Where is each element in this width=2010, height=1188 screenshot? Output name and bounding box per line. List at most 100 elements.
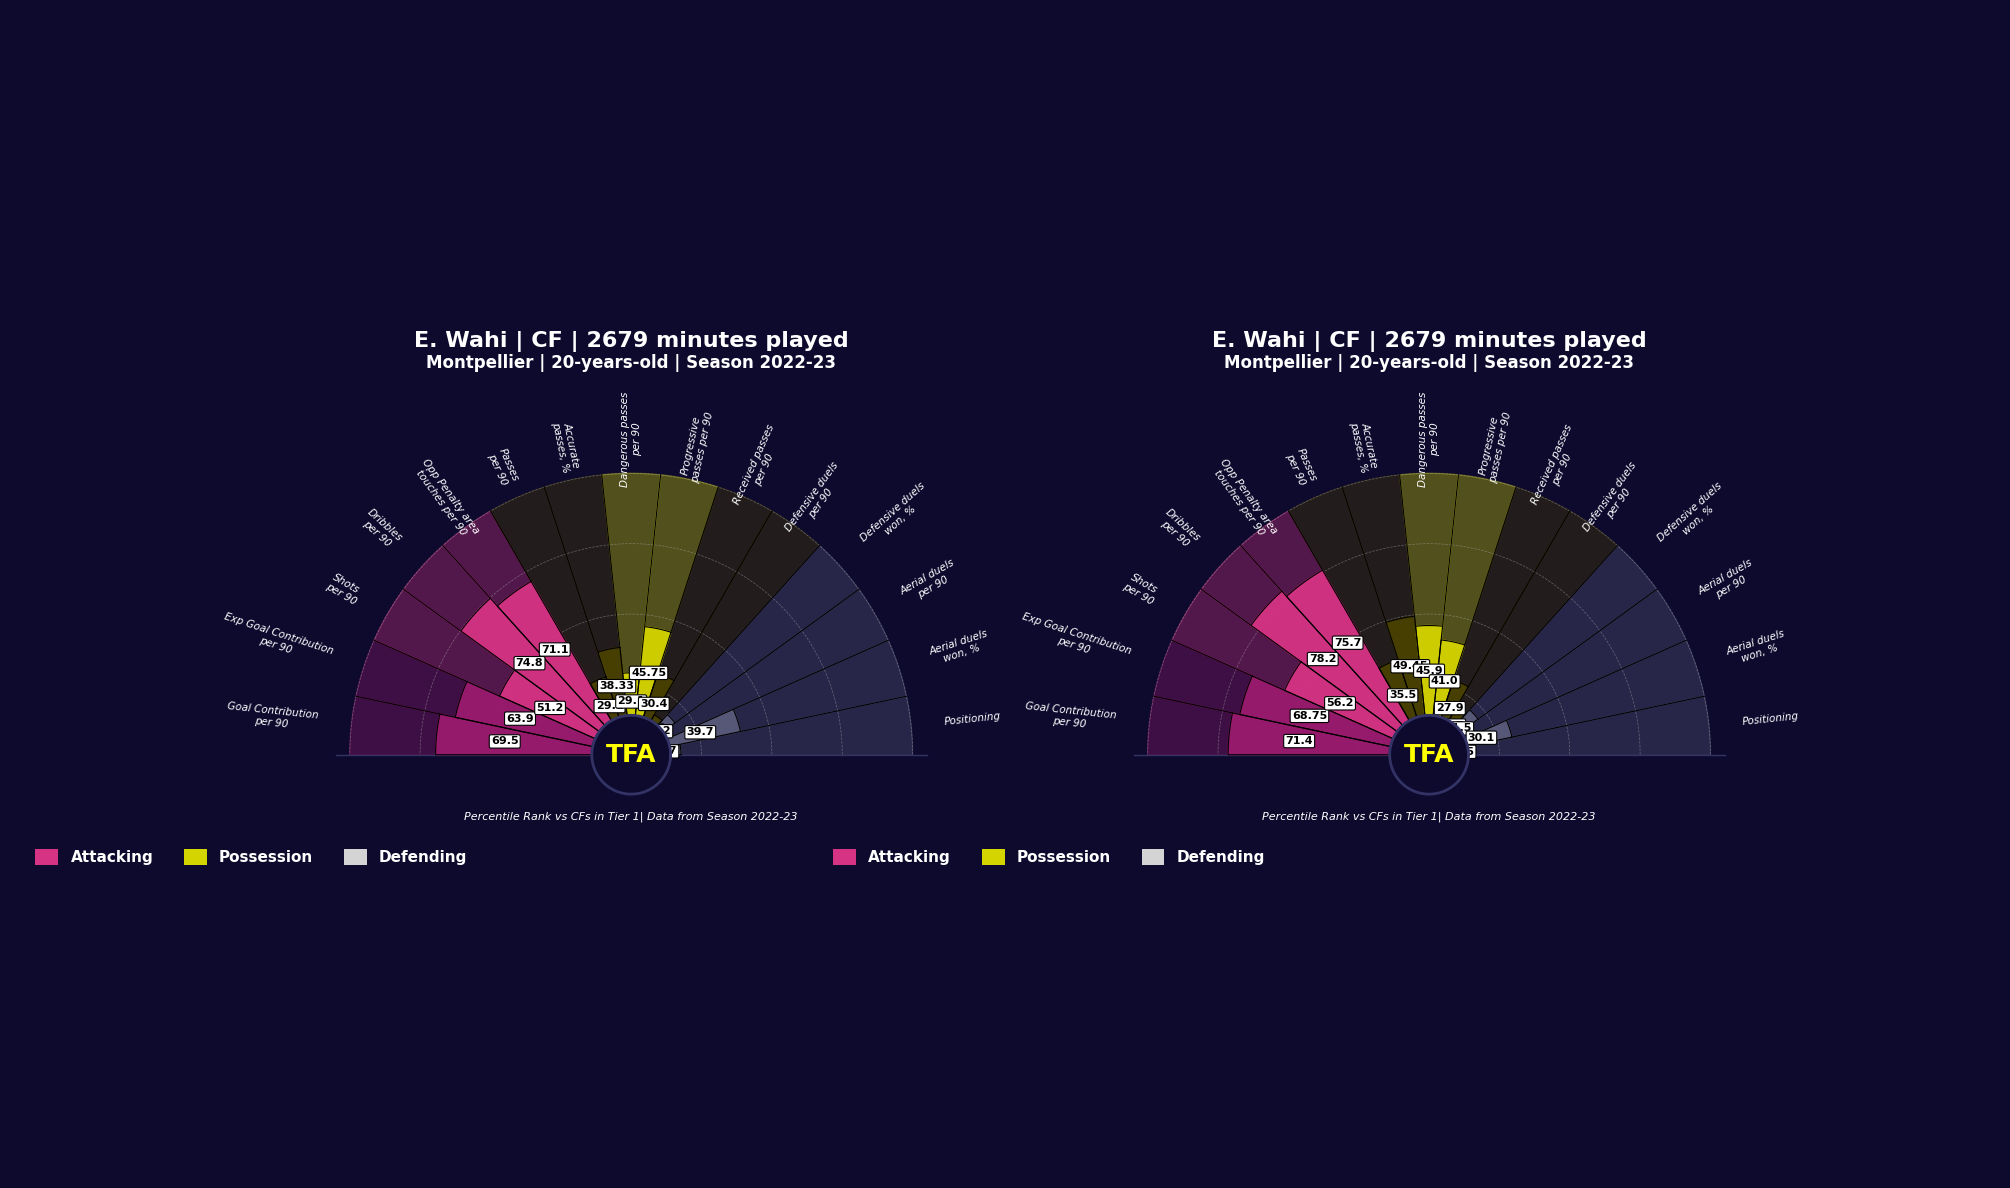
Text: Passes
per 90: Passes per 90	[486, 447, 521, 487]
Polygon shape	[631, 545, 858, 754]
Text: Exp Goal Contribution
per 90: Exp Goal Contribution per 90	[219, 612, 336, 668]
Polygon shape	[631, 696, 913, 754]
Polygon shape	[1429, 709, 1477, 754]
Text: Defensive duels
per 90: Defensive duels per 90	[784, 460, 850, 539]
Text: TFA: TFA	[605, 742, 657, 766]
Polygon shape	[1429, 696, 1711, 754]
Text: Positioning: Positioning	[945, 710, 1001, 727]
Text: 4.9: 4.9	[629, 745, 649, 756]
Text: Percentile Rank vs CFs in Tier 1| Data from Season 2022-23: Percentile Rank vs CFs in Tier 1| Data f…	[1262, 811, 1596, 822]
Polygon shape	[597, 647, 631, 754]
Polygon shape	[490, 487, 631, 754]
Polygon shape	[374, 589, 631, 754]
Polygon shape	[631, 746, 643, 754]
Polygon shape	[1429, 720, 1512, 754]
Text: Shots
per 90: Shots per 90	[324, 571, 364, 607]
Polygon shape	[1399, 473, 1459, 754]
Text: 74.8: 74.8	[517, 658, 543, 668]
Circle shape	[1389, 715, 1469, 794]
Text: Aerial duels
per 90: Aerial duels per 90	[898, 557, 963, 607]
Legend: Attacking, Possession, Defending: Attacking, Possession, Defending	[826, 843, 1270, 872]
Text: Opp Penalty area
touches per 90: Opp Penalty area touches per 90	[1208, 457, 1278, 543]
Polygon shape	[631, 709, 740, 754]
Text: 45.75: 45.75	[631, 668, 665, 678]
Text: 29.1: 29.1	[595, 701, 623, 712]
Polygon shape	[1154, 640, 1429, 754]
Polygon shape	[1429, 680, 1469, 754]
Polygon shape	[1429, 640, 1465, 754]
Text: 6.2: 6.2	[1429, 744, 1449, 754]
Polygon shape	[631, 745, 681, 754]
Polygon shape	[496, 581, 631, 754]
Text: 35.5: 35.5	[1389, 690, 1417, 701]
Polygon shape	[1429, 511, 1618, 754]
Text: Dangerous passes
per 90: Dangerous passes per 90	[621, 392, 641, 487]
Polygon shape	[1429, 746, 1471, 754]
Text: Goal Contribution
per 90: Goal Contribution per 90	[1023, 701, 1118, 733]
Text: 16.4: 16.4	[635, 726, 663, 735]
Polygon shape	[356, 640, 631, 754]
Polygon shape	[1250, 592, 1429, 754]
Text: Defensive duels
won, %: Defensive duels won, %	[858, 480, 935, 552]
Text: Montpellier | 20-years-old | Season 2022-23: Montpellier | 20-years-old | Season 2022…	[1224, 354, 1634, 372]
Text: 39.7: 39.7	[687, 727, 714, 738]
Polygon shape	[631, 714, 675, 754]
Polygon shape	[1343, 475, 1429, 754]
Polygon shape	[1429, 589, 1686, 754]
Polygon shape	[456, 682, 631, 754]
Text: Shots
per 90: Shots per 90	[1122, 571, 1162, 607]
Text: 51.2: 51.2	[537, 703, 563, 713]
Polygon shape	[631, 640, 907, 754]
Text: Percentile Rank vs CFs in Tier 1| Data from Season 2022-23: Percentile Rank vs CFs in Tier 1| Data f…	[464, 811, 798, 822]
Polygon shape	[1286, 570, 1429, 754]
Text: Progressive
passes per 90: Progressive passes per 90	[1477, 409, 1514, 485]
Polygon shape	[545, 475, 631, 754]
Text: Goal Contribution
per 90: Goal Contribution per 90	[225, 701, 320, 733]
Polygon shape	[404, 545, 631, 754]
Text: Received passes
per 90: Received passes per 90	[732, 423, 786, 511]
Text: Montpellier | 20-years-old | Season 2022-23: Montpellier | 20-years-old | Season 2022…	[426, 354, 836, 372]
Text: Passes
per 90: Passes per 90	[1284, 447, 1319, 487]
Text: 45.9: 45.9	[1415, 665, 1443, 676]
Polygon shape	[591, 677, 631, 754]
Polygon shape	[1288, 487, 1429, 754]
Text: 17.7: 17.7	[649, 746, 677, 757]
Polygon shape	[631, 674, 673, 754]
Polygon shape	[350, 696, 631, 754]
Text: 69.5: 69.5	[490, 737, 519, 746]
Polygon shape	[601, 473, 661, 754]
Polygon shape	[1429, 545, 1656, 754]
Polygon shape	[631, 627, 671, 754]
Text: 21.5: 21.5	[1445, 723, 1471, 733]
Text: 19.2: 19.2	[643, 726, 671, 737]
Polygon shape	[1172, 589, 1429, 754]
Polygon shape	[500, 670, 631, 754]
Circle shape	[591, 715, 671, 794]
Text: 75.7: 75.7	[1335, 638, 1361, 647]
Text: E. Wahi | CF | 2679 minutes played: E. Wahi | CF | 2679 minutes played	[1212, 331, 1646, 353]
Polygon shape	[1429, 475, 1516, 754]
Polygon shape	[1379, 659, 1429, 754]
Polygon shape	[1429, 707, 1465, 754]
Polygon shape	[1387, 617, 1429, 754]
Text: 30.1: 30.1	[1467, 733, 1495, 742]
Polygon shape	[1228, 713, 1429, 754]
Text: Aerial duels
won, %: Aerial duels won, %	[1725, 628, 1791, 668]
Text: Accurate
passes, %: Accurate passes, %	[1347, 419, 1379, 474]
Polygon shape	[460, 599, 631, 754]
Polygon shape	[1202, 545, 1429, 754]
Polygon shape	[1240, 511, 1429, 754]
Polygon shape	[1429, 745, 1445, 754]
Text: Progressive
passes per 90: Progressive passes per 90	[679, 409, 716, 485]
Polygon shape	[1284, 662, 1429, 754]
Text: Received passes
per 90: Received passes per 90	[1530, 423, 1584, 511]
Text: 29.1: 29.1	[617, 696, 645, 707]
Text: TFA: TFA	[1403, 742, 1455, 766]
Text: 78.2: 78.2	[1309, 655, 1337, 664]
Text: 41.0: 41.0	[1431, 676, 1459, 687]
Text: Aerial duels
per 90: Aerial duels per 90	[1696, 557, 1761, 607]
Polygon shape	[436, 714, 631, 754]
Polygon shape	[631, 715, 661, 754]
Text: 49.45: 49.45	[1393, 662, 1427, 671]
Text: 30.4: 30.4	[639, 699, 667, 709]
